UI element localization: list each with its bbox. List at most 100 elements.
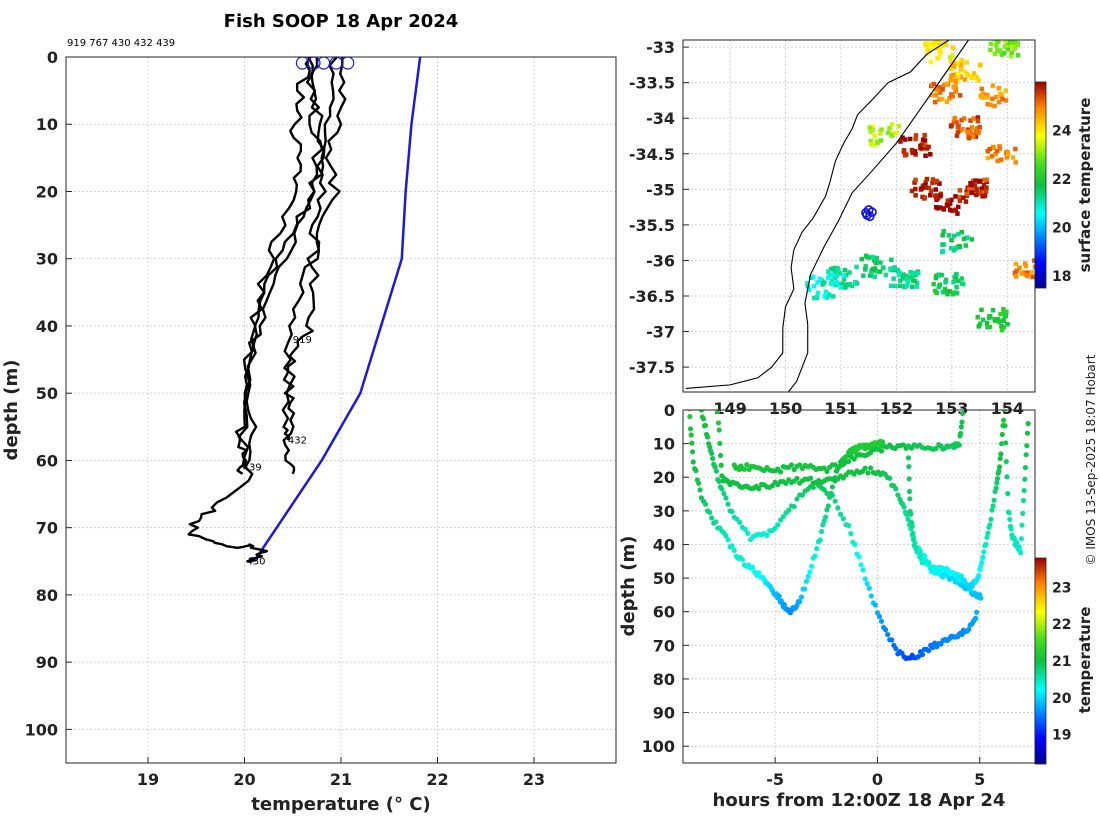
- section-point: [749, 564, 756, 570]
- map-ytick-label: -34: [646, 109, 675, 128]
- shelf-edge-line: [787, 40, 969, 392]
- section-point: [696, 480, 702, 486]
- sst-pixel: [817, 276, 823, 282]
- section-point: [966, 626, 972, 632]
- section-point: [794, 496, 800, 502]
- sst-pixel: [954, 120, 959, 125]
- sst-pixel: [915, 271, 921, 276]
- section-point: [1007, 516, 1013, 523]
- sst-pixel: [946, 233, 952, 238]
- section-point: [756, 570, 762, 576]
- sst-pixel: [922, 132, 927, 138]
- sst-pixel: [847, 270, 852, 275]
- sst-pixel: [963, 199, 969, 204]
- sst-pixel: [982, 193, 988, 198]
- map-colorbar-tick: 18: [1052, 269, 1071, 285]
- sst-pixel: [957, 93, 963, 98]
- sst-pixel: [935, 55, 940, 61]
- climatology-line: [253, 56, 422, 562]
- profile-label-430: 430: [246, 557, 265, 568]
- sst-pixel: [896, 123, 902, 129]
- sst-pixel: [964, 60, 969, 65]
- section-point: [709, 450, 715, 457]
- sst-pixel: [913, 193, 918, 198]
- section-point: [987, 522, 993, 528]
- section-point: [852, 541, 858, 548]
- sst-pixel: [960, 126, 965, 132]
- sst-pixel: [992, 51, 998, 57]
- sst-pixel: [933, 92, 938, 98]
- sst-pixel: [889, 133, 894, 138]
- section-axes-frame: [682, 409, 1036, 764]
- sst-pixel: [978, 62, 983, 68]
- sst-pixel: [829, 281, 835, 287]
- sst-pixel: [944, 99, 950, 105]
- track-marker: [862, 210, 872, 220]
- section-point: [745, 530, 751, 536]
- sst-pixel: [957, 198, 963, 204]
- sst-pixel: [928, 59, 933, 65]
- sst-pixel: [949, 238, 954, 243]
- section-colorbar-tick: 22: [1052, 617, 1071, 633]
- sst-pixel: [912, 180, 917, 185]
- sst-pixel: [956, 278, 961, 284]
- sst-pixel: [1032, 264, 1035, 270]
- sst-pixel: [985, 155, 991, 161]
- sst-pixel: [959, 58, 964, 63]
- sst-pixel: [953, 89, 958, 94]
- sst-pixel: [904, 283, 910, 288]
- sst-pixel: [874, 255, 879, 261]
- section-grid: [683, 409, 1035, 763]
- profiles-ytick-label: 20: [36, 182, 58, 201]
- section-ytick-label: 20: [653, 468, 675, 487]
- sst-pixel: [940, 96, 945, 102]
- sst-pixel: [811, 283, 817, 289]
- map-colorbar-tick: 22: [1052, 172, 1071, 188]
- profiles-grid: [66, 56, 616, 763]
- sst-pixel: [922, 195, 927, 200]
- sst-pixel: [898, 139, 903, 144]
- sst-pixel: [951, 84, 956, 90]
- profiles-ytick-label: 50: [36, 384, 58, 403]
- section-point: [723, 495, 729, 501]
- sst-pixel: [973, 134, 979, 139]
- section-point: [1022, 465, 1029, 471]
- map-colorbar-tick: 24: [1052, 123, 1072, 139]
- sst-pixel: [994, 148, 1000, 154]
- section-colorbar-tick: 23: [1052, 580, 1071, 596]
- sst-pixel: [961, 236, 967, 242]
- sst-pixel: [894, 130, 900, 136]
- sst-pixel: [833, 282, 838, 288]
- sst-pixel: [1029, 270, 1034, 275]
- sst-pixel: [912, 149, 918, 154]
- sst-pixel: [995, 34, 1000, 39]
- map-colorbar-ticks: 18 20 22 24: [1052, 123, 1072, 284]
- section-point: [716, 427, 722, 433]
- profile-line-919: [282, 56, 327, 475]
- section-point: [954, 571, 960, 577]
- section-point: [997, 456, 1003, 462]
- sst-pixel: [909, 284, 915, 289]
- map-ytick-label: -35: [646, 180, 675, 199]
- section-point: [1001, 417, 1007, 423]
- sst-pixel: [995, 317, 1001, 322]
- sst-pixel: [938, 49, 943, 55]
- section-point: [978, 595, 984, 601]
- sst-pixel: [908, 269, 913, 275]
- sst-pixel: [870, 124, 875, 129]
- sst-pixel: [831, 294, 836, 299]
- sst-pixel: [932, 99, 938, 105]
- map-ytick-label: -36.5: [629, 287, 675, 306]
- sst-pixel: [875, 140, 880, 145]
- sst-pixel: [919, 142, 925, 147]
- sst-pixel: [996, 86, 1002, 91]
- sst-pixel: [998, 91, 1003, 96]
- sst-pixel: [969, 182, 975, 188]
- sst-pixel: [953, 78, 958, 83]
- section-point: [832, 498, 838, 504]
- map-xtick-label: 150: [769, 399, 802, 418]
- sst-pixel: [948, 77, 953, 83]
- sst-pixel: [961, 195, 966, 200]
- sst-pixel: [1010, 40, 1016, 45]
- sst-pixel: [948, 124, 954, 129]
